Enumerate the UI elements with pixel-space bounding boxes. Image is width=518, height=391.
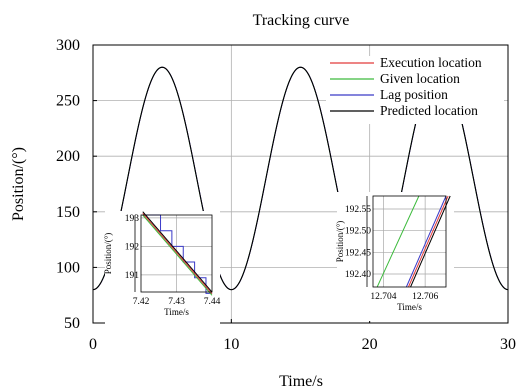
inset-y-tick-2: 191: [125, 271, 140, 281]
inset-line-0: [142, 214, 212, 294]
inset-line-2: [142, 213, 213, 295]
inset-y-tick-3: 192.40: [345, 270, 371, 280]
y-tick-label-1: 100: [56, 259, 80, 276]
inset-frame: [372, 195, 447, 288]
inset-background: [337, 192, 454, 321]
inset-line-0: [376, 195, 420, 288]
inset-background: [105, 211, 220, 326]
inset-y-tick-1: 192: [125, 242, 140, 252]
inset-line-3: [410, 195, 451, 288]
chart-title: Tracking curve: [253, 12, 350, 29]
inset-y-tick-1: 192.50: [345, 227, 371, 237]
legend-label-0: Execution location: [380, 55, 482, 70]
x-tick-label-3: 30: [500, 336, 516, 353]
inset-line-3: [142, 211, 213, 293]
legend-label-2: Lag position: [380, 87, 448, 102]
legend-label-3: Predicted location: [380, 103, 478, 118]
inset-zoom-2: 12.704 12.706 192.55 192.50 192.45 192.40 Time…: [335, 192, 454, 321]
x-tick-label-1: 10: [223, 336, 239, 353]
inset-line-1: [142, 214, 213, 296]
inset-y-tick-2: 192.45: [345, 248, 371, 258]
inset-frame: [140, 214, 213, 293]
y-tick-label-0: 50: [64, 315, 80, 332]
inset-line-2: [408, 195, 449, 288]
plot-area: 0 10 20 30 50 100 150 200 250 300: [56, 37, 516, 353]
legend-box: [326, 56, 504, 124]
inset-x-label: Time/s: [164, 307, 189, 317]
x-axis-label: Time/s: [279, 373, 323, 390]
inset-line-1: [405, 195, 447, 288]
y-tick-label-5: 300: [56, 37, 80, 54]
inset-y-label: Position/(°): [335, 221, 345, 263]
inset-x-tick-1: 7.43: [168, 297, 185, 307]
inset-y-label: Position/(°): [103, 233, 113, 275]
y-tick-label-4: 250: [56, 93, 80, 110]
plot-frame: [92, 44, 509, 324]
y-tick-label-3: 200: [56, 148, 80, 165]
x-tick-label-2: 20: [362, 336, 378, 353]
inset-y-tick-0: 193: [125, 214, 140, 224]
legend-label-1: Given location: [380, 71, 460, 86]
y-axis-label: Position/(°): [10, 147, 27, 221]
y-tick-label-2: 150: [56, 204, 80, 221]
inset-x-tick-1: 12.706: [412, 292, 438, 302]
inset-x-tick-2: 7.44: [204, 297, 221, 307]
inset-x-tick-0: 12.704: [370, 292, 396, 302]
inset-zoom-1: 7.42 7.43 7.44 193 192 191 Time/s Position/(°): [103, 211, 221, 326]
x-tick-label-0: 0: [89, 336, 97, 353]
inset-x-label: Time/s: [397, 302, 422, 312]
inset-x-tick-0: 7.42: [133, 297, 150, 307]
axis-ticks: 0 10 20 30 50 100 150 200 250 300: [56, 37, 516, 353]
inset-y-tick-0: 192.55: [345, 205, 371, 215]
